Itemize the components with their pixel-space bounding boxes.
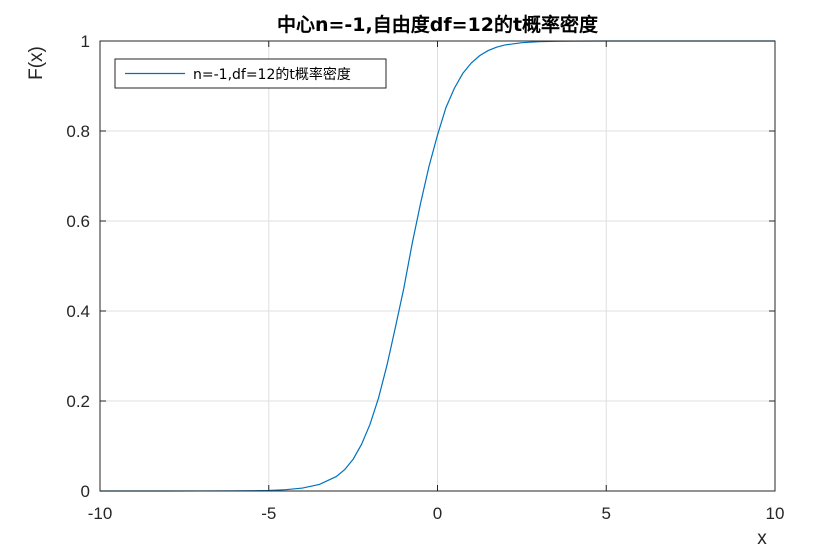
legend: n=-1,df=12的t概率密度 bbox=[114, 58, 387, 89]
x-tick-label: -10 bbox=[88, 504, 113, 523]
series-line bbox=[100, 40, 775, 492]
chart-title: 中心n=-1,自由度df=12的t概率密度 bbox=[277, 13, 599, 36]
ticks bbox=[99, 40, 776, 492]
y-tick-label: 0.4 bbox=[66, 302, 90, 321]
y-tick-label: 0.8 bbox=[66, 122, 90, 141]
y-tick-label: 1 bbox=[81, 32, 90, 51]
y-axis-label: F(x) bbox=[26, 46, 47, 80]
y-tick-label: 0.2 bbox=[66, 392, 90, 411]
x-tick-label: 0 bbox=[433, 504, 442, 523]
legend-entry-label: n=-1,df=12的t概率密度 bbox=[193, 66, 351, 83]
x-tick-label: 10 bbox=[766, 504, 785, 523]
y-tick-labels: 0 0.2 0.4 0.6 0.8 1 bbox=[66, 32, 90, 501]
x-tick-labels: -10 -5 0 5 10 bbox=[88, 504, 785, 523]
x-tick-label: 5 bbox=[602, 504, 611, 523]
x-tick-label: -5 bbox=[261, 504, 276, 523]
x-axis-label: x bbox=[757, 528, 767, 549]
y-tick-label: 0 bbox=[81, 482, 90, 501]
y-tick-label: 0.6 bbox=[66, 212, 90, 231]
